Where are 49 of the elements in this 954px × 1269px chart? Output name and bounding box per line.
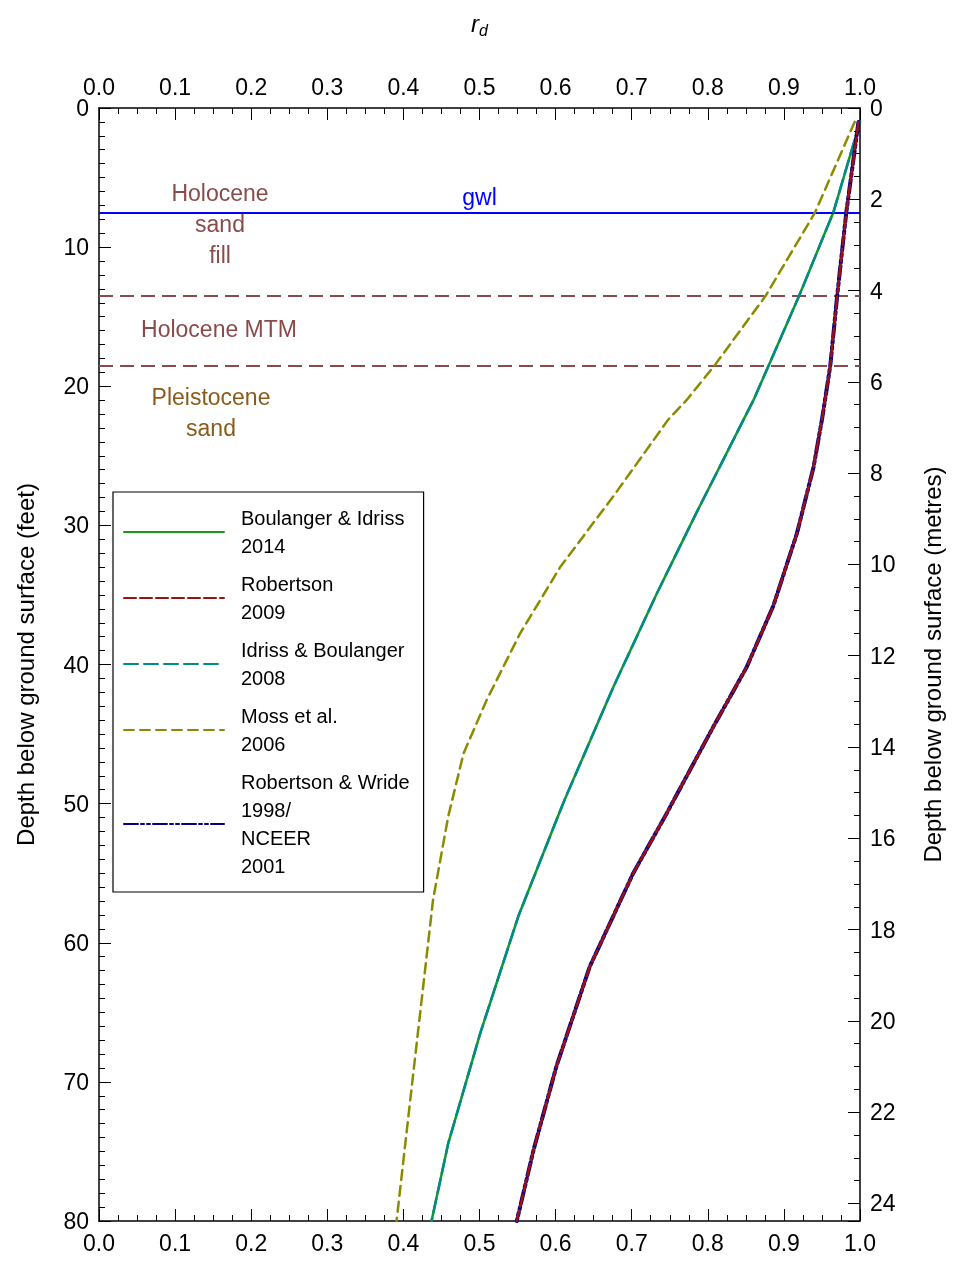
y2-tick-label: 20 <box>870 1007 896 1034</box>
y-tick-label: 50 <box>63 790 89 817</box>
legend-label: Idriss & Boulanger 2008 <box>241 639 405 689</box>
y2-tick-label: 4 <box>870 277 883 304</box>
legend-label: Moss et al. 2006 <box>241 705 338 755</box>
x-tick-label: 0.5 <box>463 1229 496 1256</box>
y2-tick-label: 16 <box>870 825 896 852</box>
x-tick-label: 0.9 <box>767 1229 800 1256</box>
y2-tick-label: 6 <box>870 368 883 395</box>
x-tick-label: 0.3 <box>311 1229 344 1256</box>
x-tick-label: 0.4 <box>387 1229 420 1256</box>
y2-tick-label: 14 <box>870 734 896 761</box>
legend-label: Boulanger & Idriss 2014 <box>241 507 405 557</box>
x-tick-label: 0.1 <box>159 1229 192 1256</box>
x2-tick-label: 0.6 <box>539 73 572 100</box>
x2-tick-label: 0.1 <box>159 73 192 100</box>
y-tick-label: 20 <box>63 373 89 400</box>
y2-tick-label: 22 <box>870 1099 896 1126</box>
x2-tick-label: 0.8 <box>691 73 724 100</box>
y2-tick-label: 12 <box>870 642 896 669</box>
legend-label: Robertson & Wride 1998/ NCEER 2001 <box>241 771 410 877</box>
x-tick-label: 1.0 <box>844 1229 876 1256</box>
annotation: Holocene MTM <box>141 316 297 342</box>
y-tick-label: 30 <box>63 512 89 539</box>
y2-tick-label: 10 <box>870 551 896 578</box>
ref-line-label: gwl <box>462 183 497 210</box>
y2-tick-label: 8 <box>870 460 883 487</box>
y-tick-label: 60 <box>63 929 89 956</box>
x2-tick-label: 0.3 <box>311 73 344 100</box>
legend-label: Robertson 2009 <box>241 573 334 623</box>
y-tick-label: 70 <box>63 1068 89 1095</box>
x-tick-label: 0.7 <box>615 1229 648 1256</box>
y2-tick-label: 18 <box>870 916 896 943</box>
y2-axis-title: Depth below ground surface (metres) <box>918 466 946 863</box>
y2-tick-label: 2 <box>870 186 883 213</box>
y-axis-title: Depth below ground surface (feet) <box>11 483 39 846</box>
annotation: Pleistocene sand <box>151 383 271 441</box>
x-tick-label: 0.2 <box>235 1229 268 1256</box>
y-tick-label: 40 <box>63 651 89 678</box>
x2-tick-label: 0.5 <box>463 73 496 100</box>
x2-tick-label: 0.7 <box>615 73 648 100</box>
x-tick-label: 0.8 <box>691 1229 724 1256</box>
annotation: Holocene sand fill <box>171 180 269 268</box>
x2-tick-label: 0.4 <box>387 73 420 100</box>
x2-tick-label: 0.9 <box>767 73 800 100</box>
x2-tick-label: 0.2 <box>235 73 268 100</box>
y-tick-label: 10 <box>63 234 89 261</box>
y2-tick-label: 24 <box>870 1190 896 1217</box>
x-tick-label: 0.6 <box>539 1229 572 1256</box>
